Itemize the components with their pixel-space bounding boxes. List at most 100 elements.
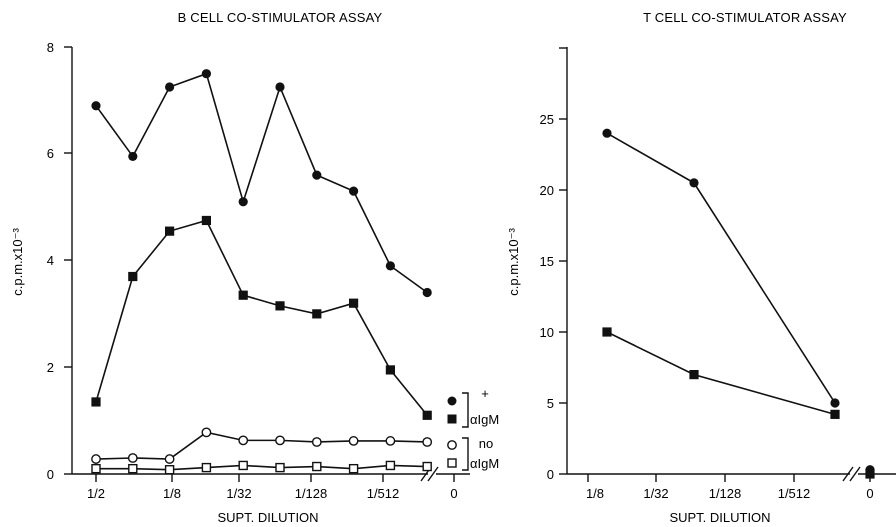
t-data-point — [689, 178, 699, 188]
b-data-point — [164, 465, 175, 475]
b-data-point — [348, 463, 359, 474]
t-axis-break — [842, 466, 861, 482]
b-data-point — [165, 226, 175, 236]
b-data-point — [128, 463, 138, 474]
t-y-ticks — [559, 47, 567, 475]
b-data-point — [238, 290, 248, 300]
t-chart-title: T CELL CO-STIMULATOR ASSAY — [643, 10, 847, 25]
b-data-point — [311, 437, 322, 447]
b-data-point — [275, 435, 285, 446]
b-data-point — [275, 462, 285, 473]
legend-plus-antibody: αIgM — [470, 412, 499, 427]
t-data-point — [602, 327, 612, 337]
b-series-group — [91, 69, 433, 475]
legend-no-label: no — [479, 436, 493, 451]
b-chart-title: B CELL CO-STIMULATOR ASSAY — [178, 10, 383, 25]
b-data-point — [385, 460, 396, 471]
legend-no-antibody: αIgM — [470, 456, 499, 471]
legend-bracket — [462, 437, 469, 471]
b-data-point — [422, 437, 433, 447]
b-data-point — [275, 82, 285, 92]
b-series-line — [95, 431, 428, 460]
t-x-tick-label: 1/32 — [643, 486, 668, 501]
t-y-tick-label: 10 — [540, 325, 554, 340]
b-data-point — [127, 453, 138, 463]
t-x-tick-label: 1/512 — [778, 486, 811, 501]
t-series-line — [606, 331, 836, 416]
b-y-tick-label: 0 — [47, 467, 54, 482]
b-x-tick-label: 0 — [450, 486, 457, 501]
b-data-point — [422, 461, 432, 472]
t-zero-point — [865, 469, 875, 479]
t-x-tick-label: 1/8 — [586, 486, 604, 501]
t-series-line — [606, 132, 836, 404]
b-data-point — [91, 463, 101, 474]
t-y-tick-label: 0 — [547, 467, 554, 482]
legend-open-square-marker — [447, 458, 457, 468]
b-data-point — [128, 271, 138, 282]
b-y-tick-label: 2 — [47, 360, 54, 375]
b-x-ticks — [95, 474, 455, 482]
b-data-point — [385, 365, 395, 375]
b-y-tick-label: 8 — [47, 40, 54, 55]
t-data-point — [830, 409, 840, 419]
b-x-tick-label: 1/512 — [367, 486, 400, 501]
b-data-point — [422, 287, 432, 298]
t-data-point — [689, 370, 699, 380]
b-x-tick-label: 1/128 — [295, 486, 328, 501]
b-data-point — [349, 298, 359, 308]
legend-filled-circle-marker — [447, 396, 457, 406]
b-series-line — [95, 72, 428, 294]
b-x-axis-label: SUPT. DILUTION — [217, 510, 318, 525]
t-y-tick-label: 20 — [540, 183, 554, 198]
b-x-tick-label: 1/8 — [163, 486, 181, 501]
b-data-point — [349, 186, 359, 196]
b-data-point — [201, 69, 211, 79]
b-data-point — [312, 170, 322, 180]
b-data-point — [201, 427, 212, 438]
t-y-tick-label: 25 — [540, 112, 554, 127]
b-x-tick-label: 1/2 — [87, 486, 105, 501]
t-data-point — [602, 128, 612, 138]
b-x-tick-label: 1/32 — [226, 486, 251, 501]
legend-bracket — [462, 392, 469, 428]
b-y-ticks — [64, 46, 72, 475]
legend-filled-square-marker — [447, 414, 457, 424]
t-y-axis-label: c.p.m.x10⁻³ — [506, 228, 521, 296]
legend-open-circle-marker — [447, 440, 457, 450]
b-data-point — [164, 454, 175, 464]
t-x-tick-label: 1/128 — [709, 486, 742, 501]
b-data-point — [165, 82, 175, 92]
b-data-point — [91, 397, 101, 407]
b-data-point — [275, 301, 285, 311]
b-series-line — [96, 464, 428, 471]
b-data-point — [312, 309, 322, 319]
legend-plus-label: + — [481, 386, 489, 401]
b-y-tick-label: 6 — [47, 146, 54, 161]
t-y-tick-label: 5 — [547, 396, 554, 411]
b-data-point — [385, 436, 396, 446]
t-series-group — [602, 128, 875, 479]
t-cell-panel: T CELL CO-STIMULATOR ASSAY 0 5 10 15 20 … — [506, 10, 896, 525]
b-data-point — [91, 454, 101, 464]
t-x-tick-label: 0 — [866, 486, 873, 501]
b-data-point — [385, 261, 395, 271]
b-cell-panel: B CELL CO-STIMULATOR ASSAY 0 2 4 6 8 — [10, 10, 499, 525]
b-data-point — [238, 435, 249, 446]
t-x-axis-label: SUPT. DILUTION — [669, 510, 770, 525]
b-y-tick-label: 4 — [47, 253, 54, 268]
t-y-tick-label: 15 — [540, 254, 554, 269]
b-data-point — [201, 215, 211, 226]
b-data-point — [422, 410, 432, 420]
b-y-axis-label: c.p.m.x10⁻³ — [10, 228, 25, 296]
t-x-ticks — [587, 474, 871, 482]
b-series-line — [95, 219, 428, 416]
b-data-point — [348, 436, 359, 446]
t-data-point — [830, 398, 840, 408]
b-data-point — [128, 151, 138, 162]
b-data-point — [312, 461, 322, 472]
b-data-point — [238, 197, 248, 207]
b-data-point — [91, 101, 101, 111]
b-data-point — [201, 462, 212, 473]
